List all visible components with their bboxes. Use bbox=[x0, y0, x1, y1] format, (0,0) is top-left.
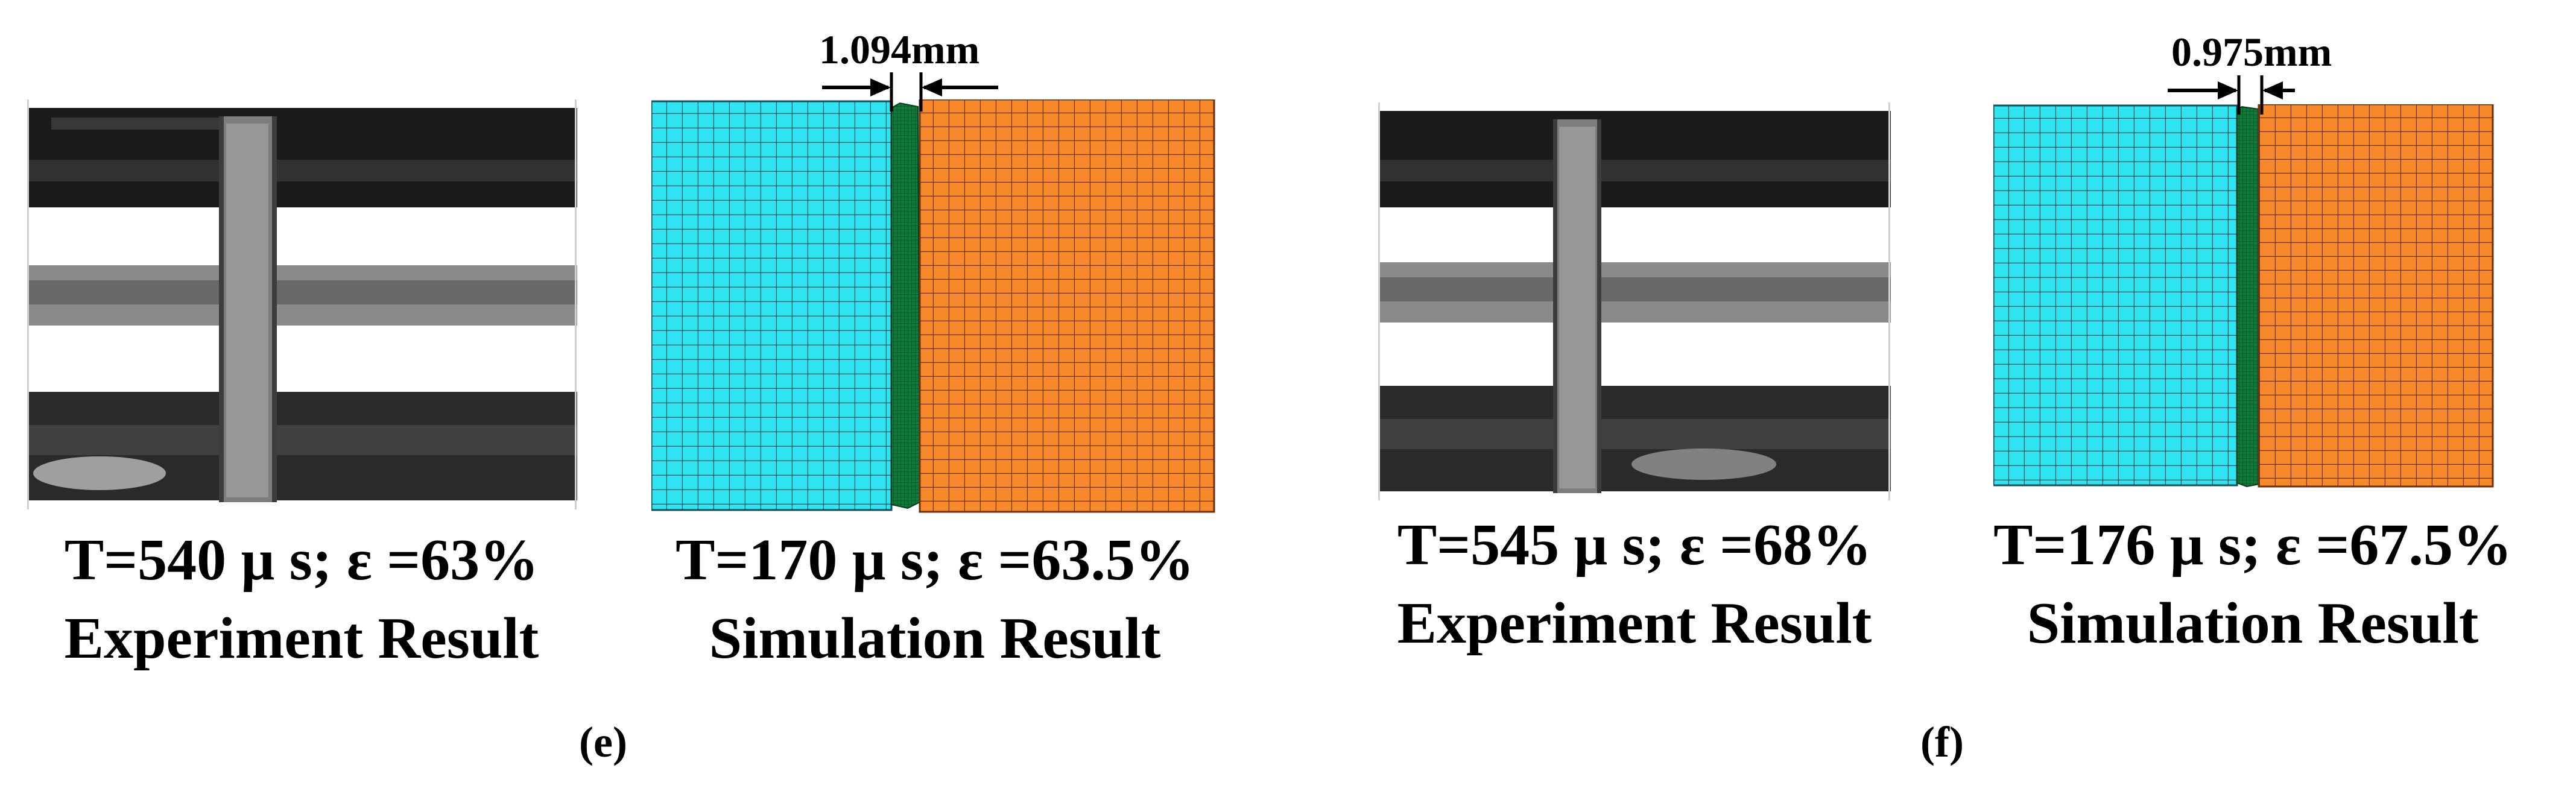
experiment-caption-line1-e: T=540 μ s; ε =63% bbox=[64, 527, 539, 593]
experiment-caption-line2-f: Experiment Result bbox=[1397, 591, 1872, 656]
dimension-label-f: 0.975mm bbox=[2171, 29, 2332, 75]
panel-label-f: (f) bbox=[1920, 718, 1964, 766]
simulation-caption-line2-e: Simulation Result bbox=[709, 606, 1161, 671]
panel-label-e: (e) bbox=[579, 718, 627, 766]
left-bar-mesh bbox=[1993, 104, 2238, 487]
simulation-caption-line2-f: Simulation Result bbox=[2027, 591, 2479, 656]
simulation-caption-line1-e: T=170 μ s; ε =63.5% bbox=[676, 527, 1194, 593]
experiment-photo-f bbox=[1378, 102, 1891, 500]
simulation-caption-line1-f: T=176 μ s; ε =67.5% bbox=[1993, 512, 2512, 578]
experiment-caption-line2-e: Experiment Result bbox=[64, 606, 539, 671]
simulation-mesh-f bbox=[1993, 104, 2494, 488]
dimension-label-e: 1.094mm bbox=[819, 27, 980, 72]
experiment-photo-e bbox=[27, 99, 577, 509]
experiment-caption-line1-f: T=545 μ s; ε =68% bbox=[1397, 512, 1872, 578]
left-bar-mesh bbox=[651, 100, 893, 511]
right-bar-mesh bbox=[2258, 104, 2494, 488]
right-bar-mesh bbox=[919, 99, 1215, 513]
dimension-arrows-e bbox=[822, 72, 998, 112]
specimen-mesh bbox=[2236, 105, 2261, 488]
simulation-mesh-e bbox=[651, 99, 1215, 513]
dimension-arrows-f bbox=[2168, 75, 2295, 115]
specimen-mesh bbox=[891, 102, 921, 509]
